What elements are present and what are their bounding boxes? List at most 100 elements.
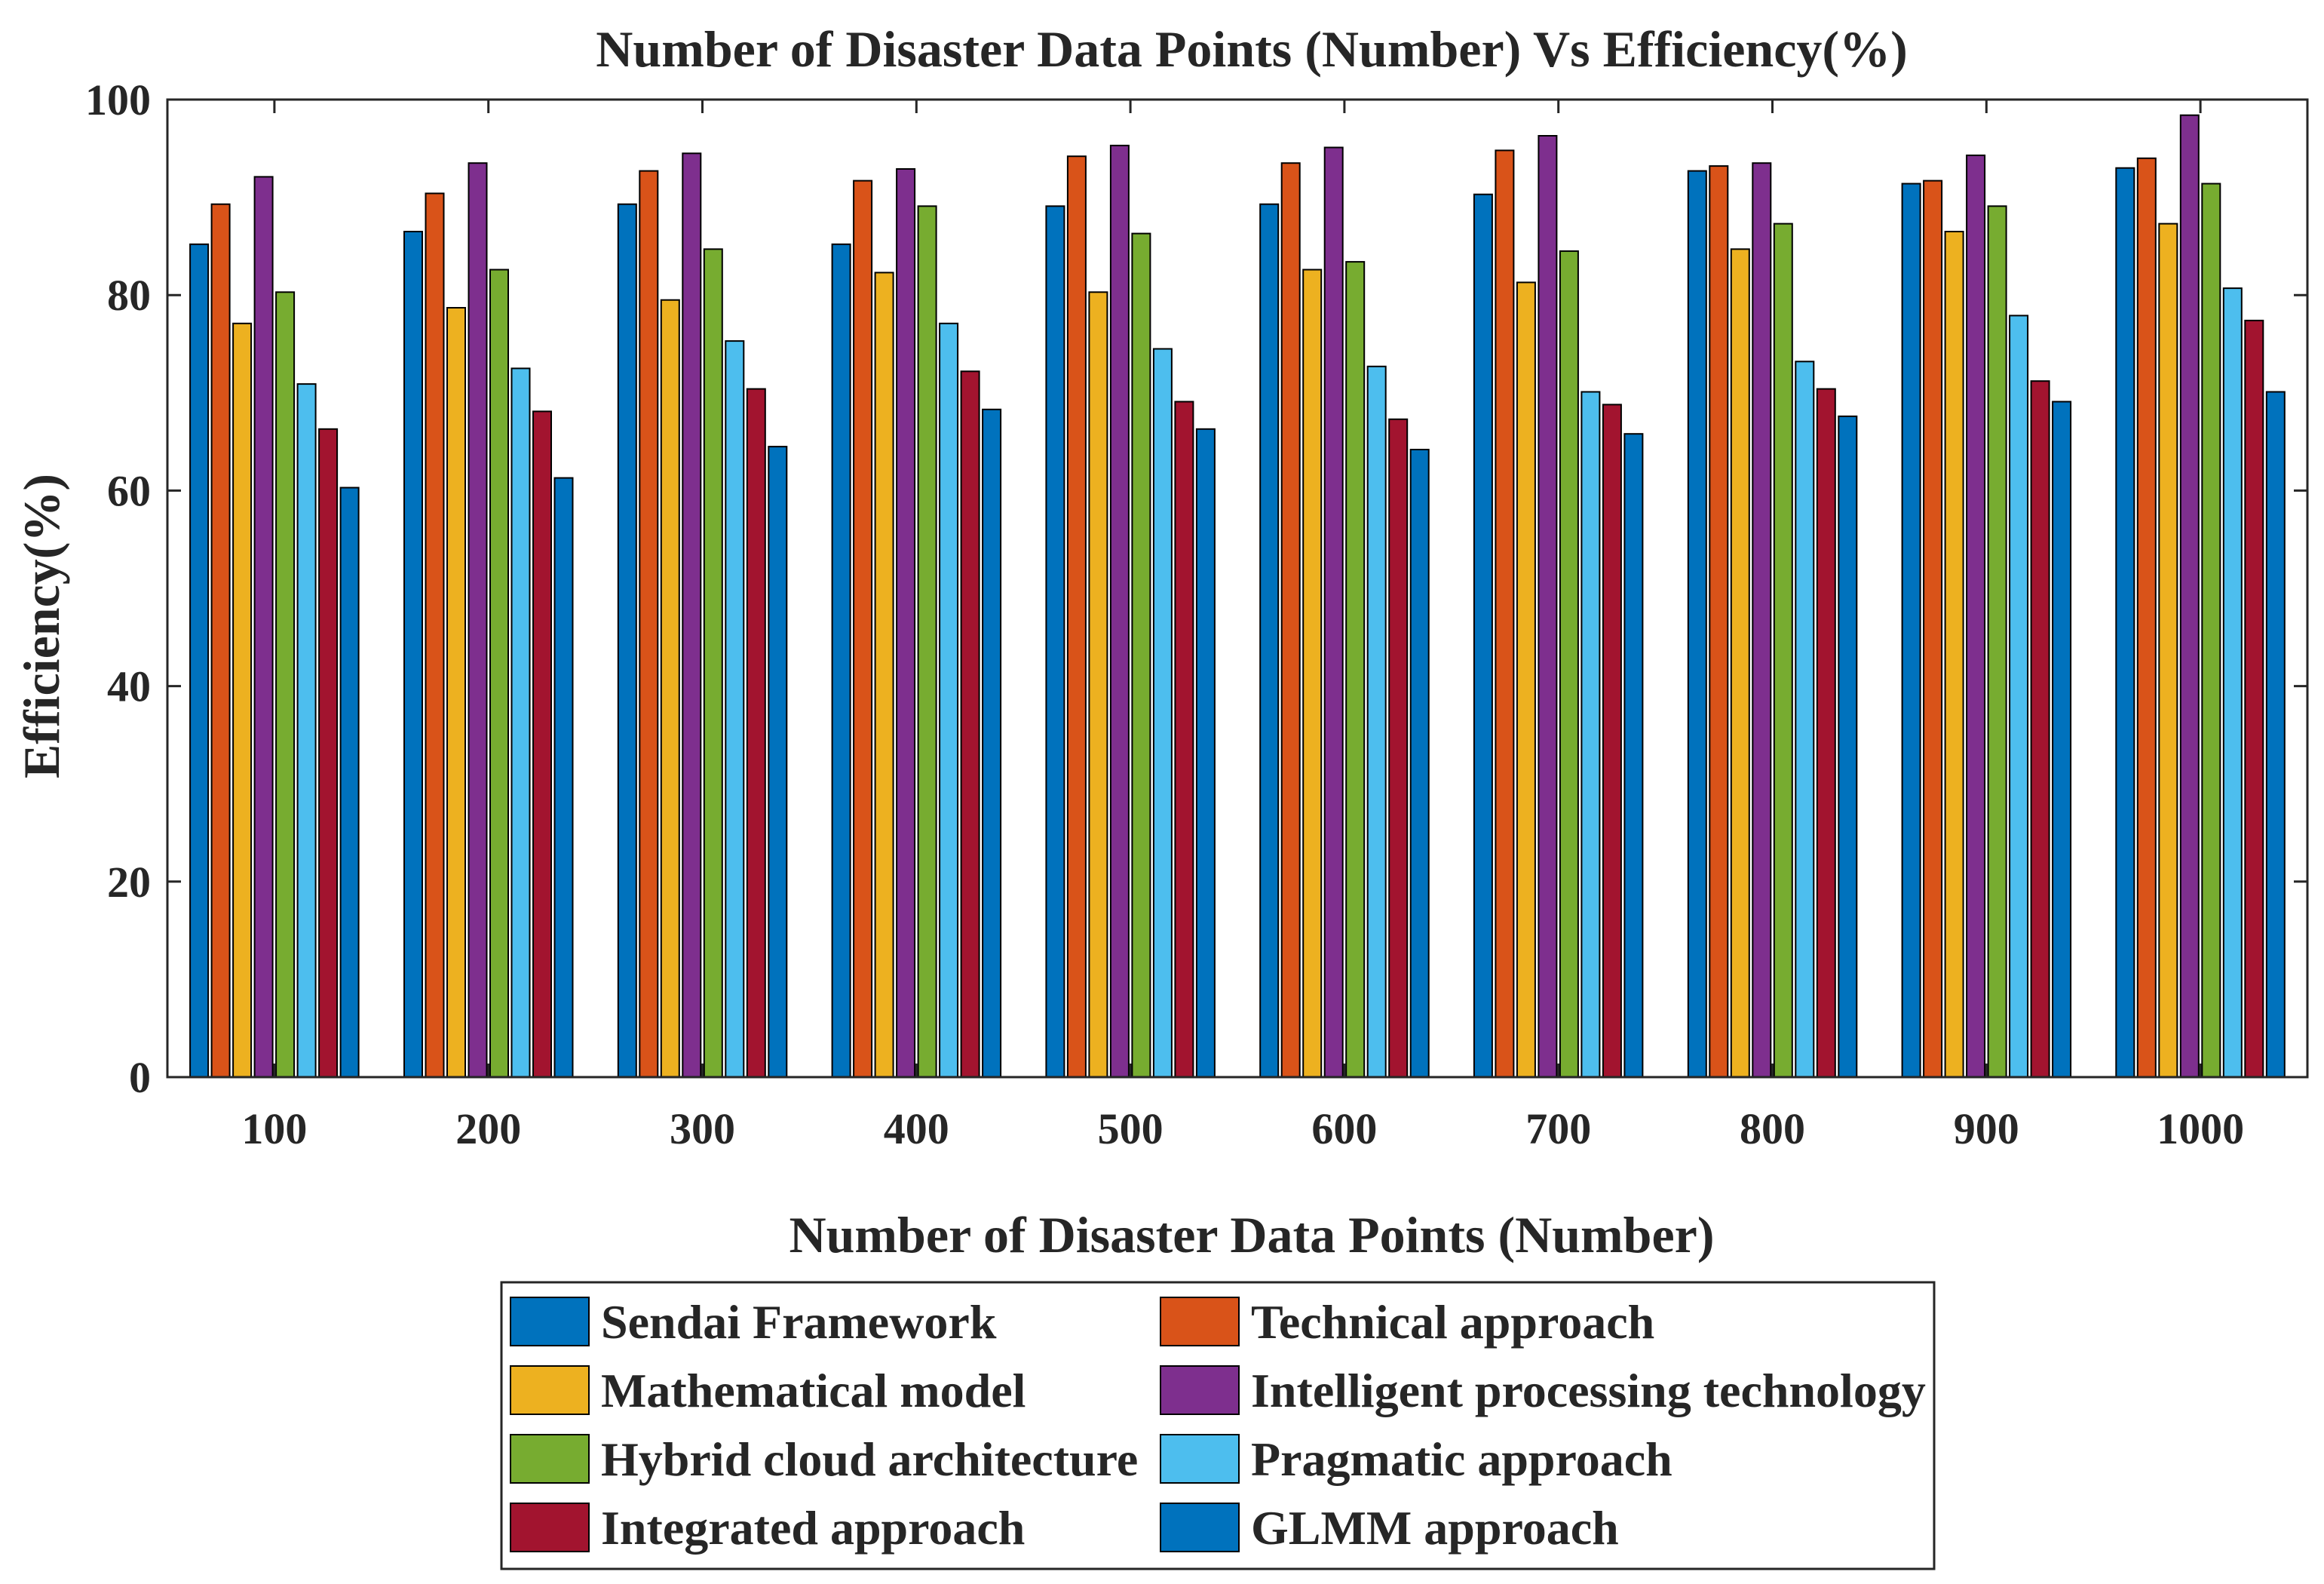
bar (2009, 315, 2029, 1078)
bar (1366, 365, 1387, 1078)
legend-label: Pragmatic approach (1251, 1432, 1672, 1486)
bar (1944, 231, 1964, 1078)
bar (703, 248, 723, 1078)
x-tick-label: 900 (1954, 1104, 2019, 1153)
x-tick-label: 1000 (2157, 1104, 2244, 1153)
bar (939, 322, 959, 1078)
bar (1838, 415, 1858, 1078)
legend: Sendai Framework Technical approach Mathem… (500, 1281, 1936, 1570)
x-tick-label: 800 (1740, 1104, 1805, 1153)
series-intelligent-processing-technology (253, 114, 2200, 1079)
bar (403, 231, 423, 1078)
series-hybrid-cloud-architecture (275, 183, 2221, 1079)
bar (318, 428, 339, 1078)
bar (874, 272, 894, 1078)
bar (831, 243, 851, 1078)
x-tick-label: 400 (884, 1104, 949, 1153)
bar (189, 243, 210, 1078)
bar (1323, 146, 1344, 1078)
legend-item: GLMM approach (1160, 1501, 1619, 1555)
y-tick-label: 100 (85, 75, 151, 124)
legend-swatch (510, 1434, 590, 1484)
y-tick-label: 40 (107, 662, 151, 711)
bar (1602, 404, 1622, 1078)
x-tick-label: 700 (1525, 1104, 1591, 1153)
bar (1966, 154, 1986, 1078)
legend-label: Hybrid cloud architecture (601, 1432, 1138, 1486)
bar (1581, 391, 1601, 1078)
bar (1987, 205, 2007, 1078)
bar (725, 340, 745, 1079)
bar (639, 170, 659, 1079)
bar (746, 388, 766, 1078)
bar (2201, 183, 2221, 1078)
bar (1901, 183, 1921, 1078)
bar (1516, 281, 1536, 1078)
legend-item: Integrated approach (510, 1501, 1025, 1555)
series-integrated-approach (318, 319, 2264, 1078)
bar (1687, 170, 1707, 1079)
bar (425, 192, 445, 1078)
bar (1816, 388, 1836, 1078)
bar (1066, 155, 1087, 1079)
legend-item: Technical approach (1160, 1295, 1654, 1349)
bar (2158, 223, 2178, 1079)
legend-item: Intelligent processing technology (1160, 1364, 1926, 1417)
bar (2179, 114, 2200, 1079)
bar (553, 477, 574, 1078)
x-tick-label: 200 (455, 1104, 521, 1153)
series-mathematical-model (232, 223, 2178, 1079)
bar (1388, 418, 1409, 1078)
bar (1409, 449, 1430, 1078)
legend-label: Mathematical model (601, 1364, 1026, 1417)
series-technical-approach (210, 149, 2157, 1079)
bar (1495, 149, 1515, 1078)
bar (853, 180, 873, 1079)
bar (1280, 162, 1301, 1079)
bar (1345, 261, 1366, 1079)
legend-item: Mathematical model (510, 1364, 1026, 1417)
bar (468, 162, 488, 1079)
bar (1109, 144, 1130, 1078)
series-sendai-framework (189, 167, 2135, 1079)
bar (1152, 348, 1173, 1078)
bar (1795, 361, 1815, 1078)
bar (2265, 391, 2286, 1078)
bar (768, 446, 788, 1078)
bar (1559, 250, 1579, 1078)
legend-label: Sendai Framework (601, 1295, 997, 1349)
y-tick-label: 0 (129, 1053, 151, 1102)
y-tick-label: 20 (107, 858, 151, 907)
bar (1088, 291, 1108, 1078)
legend-label: Integrated approach (601, 1501, 1025, 1555)
legend-item: Pragmatic approach (1160, 1432, 1672, 1486)
bar (253, 176, 274, 1078)
bar (896, 168, 916, 1078)
plot-background (167, 100, 2307, 1077)
legend-label: Intelligent processing technology (1251, 1364, 1926, 1417)
bar (1623, 433, 1644, 1078)
legend-item: Hybrid cloud architecture (510, 1432, 1138, 1486)
bar (1259, 203, 1280, 1079)
bar (1174, 401, 1194, 1078)
bar (960, 370, 980, 1078)
bar (917, 205, 937, 1078)
legend-swatch (1160, 1503, 1240, 1552)
x-tick-label: 300 (670, 1104, 735, 1153)
bar (1923, 180, 1943, 1079)
bar (1302, 269, 1323, 1078)
x-tick-label: 100 (241, 1104, 307, 1153)
bar (617, 203, 637, 1079)
bar (1752, 162, 1772, 1079)
bar (1773, 223, 1793, 1079)
series-glmm-approach (339, 391, 2286, 1078)
y-axis-label: Efficiency(%) (13, 474, 70, 778)
bar (2052, 401, 2072, 1078)
bar (275, 291, 296, 1078)
bar (510, 367, 531, 1078)
bar (339, 487, 360, 1078)
bar (1045, 205, 1065, 1078)
bar (2030, 380, 2050, 1078)
bar (2136, 157, 2157, 1078)
chart-title: Number of Disaster Data Points (Number) … (596, 20, 1907, 78)
